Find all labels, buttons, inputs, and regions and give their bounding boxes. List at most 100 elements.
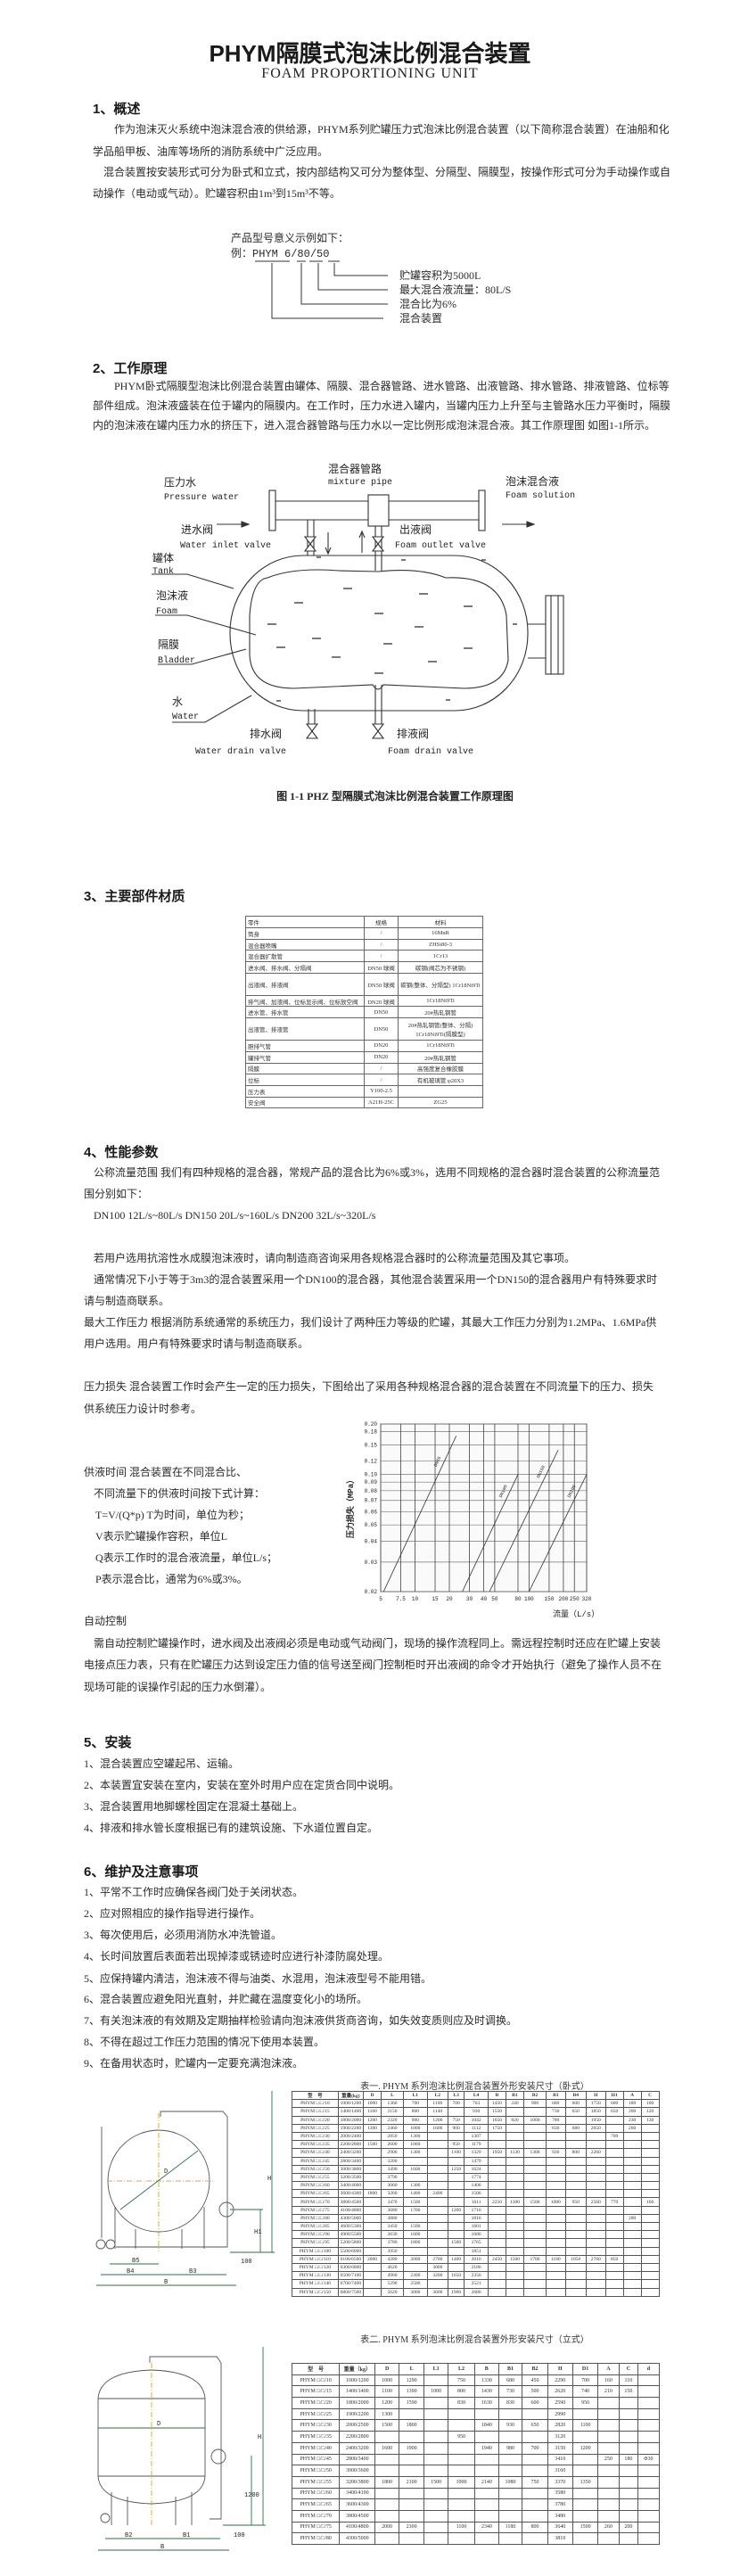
table-cell — [522, 2498, 548, 2511]
table-cell: PHYM □/□/65 — [291, 2498, 341, 2511]
table-cell: 2400/3200 — [337, 2148, 364, 2158]
table-cell: PHYM □/□/80 — [291, 2532, 341, 2545]
table-row: PHYM □/□/70 3800/4500 3470 1500 1611 2250 1300… — [292, 2197, 660, 2207]
series-label: DN100 — [498, 1485, 509, 1499]
outlet-flange — [478, 490, 486, 531]
column-header: C — [618, 2363, 639, 2375]
table-cell: 2356 — [464, 2271, 489, 2281]
table-cell: 1816 — [464, 2213, 489, 2224]
table-row: PHYM □/□/60 3400/4000 3060 1300 1406 — [292, 2181, 660, 2191]
table-cell: 1650 — [487, 2115, 506, 2125]
table-cell — [374, 2498, 399, 2511]
table-cell: 1750 — [585, 2099, 606, 2109]
table-cell — [522, 2465, 548, 2477]
dim-label: B4 — [127, 2268, 134, 2276]
table-cell: 1774 — [464, 2172, 489, 2183]
table-cell: PHYM □/□/65 — [292, 2189, 339, 2199]
table-cell — [604, 2156, 624, 2166]
y-axis-label: 压力损失（MPa） — [345, 1476, 356, 1538]
table-cell: 4280 — [380, 2254, 404, 2264]
column-header: L3 — [447, 2090, 465, 2101]
table-cell — [522, 2487, 548, 2500]
table-cell — [640, 2279, 660, 2289]
label-outlet-valve-cn: 出液阀 — [399, 523, 432, 537]
table-cell — [522, 2532, 548, 2545]
table-cell — [640, 2254, 660, 2264]
table-cell: 2450 — [487, 2254, 506, 2264]
table-cell: 750 — [522, 2475, 548, 2489]
maintenance-item: 5、应保持罐内清洁，泡沫液不得与油类、水混用，泡沫液型号不能用错。 — [84, 1972, 432, 1985]
table-cell — [402, 2246, 428, 2256]
y-tick-label: 0.03 — [365, 1560, 378, 1566]
label-foam-en: Foam — [156, 607, 177, 617]
table-cell: 2250 — [487, 2197, 506, 2207]
table-cell: 1950 — [585, 2115, 606, 2125]
table-cell: 1506 — [464, 2189, 489, 2199]
table-cell — [362, 2164, 382, 2174]
table-row: PHYM □/□/20 1800/2000 1200 2320 900 1200 750 10… — [292, 2115, 660, 2125]
table-cell — [497, 2532, 523, 2545]
series-label: DN65 — [433, 1456, 443, 1468]
table-row: PHYM □/□/90 4900/5500 3630 1600 1686 — [292, 2230, 660, 2240]
table-cell — [447, 2487, 475, 2500]
table-cell — [622, 2140, 642, 2150]
table-cell — [423, 2509, 448, 2523]
table-cell — [487, 2172, 506, 2183]
table-cell: PHYM □/□/75 — [292, 2205, 339, 2215]
table-row: 排气阀、加液阀、位标显示阀、位标放空阀 DN20 球阀 1Cr18Ni9Ti — [245, 994, 483, 1008]
table-cell: PHYM □/□/10 — [292, 2099, 339, 2109]
table-cell — [604, 2213, 624, 2224]
table-cell — [423, 2521, 448, 2534]
s1-line: 学品船甲板、油库等场所的消防系统中广泛应用。 — [93, 145, 329, 158]
table-cell — [487, 2221, 506, 2232]
table-cell: 1200 — [447, 2205, 465, 2215]
table-cell — [640, 2123, 660, 2133]
section-4-heading: 4、性能参数 — [84, 1145, 159, 1160]
table-row: PHYM □/□/60 3400/4100 3580 — [291, 2487, 660, 2500]
table-cell — [447, 2453, 475, 2466]
dim-label: H — [267, 2176, 271, 2183]
table-cell — [473, 2509, 499, 2523]
table-cell — [640, 2181, 660, 2191]
table-cell: 3790 — [380, 2172, 404, 2183]
dim-label: 100 — [241, 2259, 252, 2266]
table-cell — [362, 2197, 382, 2207]
table-cell — [564, 2279, 587, 2289]
table-cell: PHYM □/□/95 — [292, 2238, 339, 2248]
table-cell — [618, 2465, 639, 2477]
table-cell: 2400/3200 — [339, 2441, 376, 2455]
table-cell — [426, 2238, 448, 2248]
table-cell — [622, 2262, 642, 2273]
table-cell — [522, 2271, 547, 2281]
dim-label: B — [160, 2544, 164, 2551]
supply-time-line: 供液时间 混合装置在不同混合比、 — [84, 1466, 248, 1478]
table-cell: 2990 — [547, 2407, 573, 2421]
table-cell — [604, 2287, 624, 2297]
table-cell: PHYM □/□/50 — [291, 2465, 341, 2477]
table-cell — [640, 2205, 660, 2215]
table-cell: 1000 — [423, 2385, 448, 2399]
table-cell — [522, 2172, 547, 2183]
table-cell: 2560 — [585, 2197, 606, 2207]
table-cell — [362, 2287, 382, 2297]
table-cell — [640, 2238, 660, 2248]
table-cell: 950 — [447, 2431, 475, 2443]
x-tick-label: 100 — [524, 1596, 534, 1602]
table-cell: 1500 — [571, 2521, 599, 2534]
table-cell — [545, 2181, 566, 2191]
table-cell — [622, 2279, 642, 2289]
table-cell: 820 — [505, 2115, 524, 2125]
table-cell: 200 — [618, 2521, 639, 2534]
table-cell — [522, 2453, 548, 2466]
table-cell: 250 — [597, 2453, 620, 2466]
table-cell: 1500 — [447, 2238, 465, 2248]
table-cell — [423, 2453, 448, 2466]
table-row: PHYM □/□/130 6500/7100 4960 2300 3200 1650 235… — [292, 2271, 660, 2281]
label-water-drain-en: Water drain valve — [195, 746, 286, 757]
s4-line: 公称流量范围 我们有四种规格的混合器，常规产品的混合比为6%或3%，选用不同规格… — [94, 1166, 660, 1179]
table-cell: 1900 — [398, 2441, 425, 2455]
table-cell: PHYM □/□/40 — [291, 2441, 341, 2455]
column-header: D — [362, 2090, 382, 2101]
table-cell — [622, 2131, 642, 2142]
table-cell: 1300 — [505, 2197, 524, 2207]
